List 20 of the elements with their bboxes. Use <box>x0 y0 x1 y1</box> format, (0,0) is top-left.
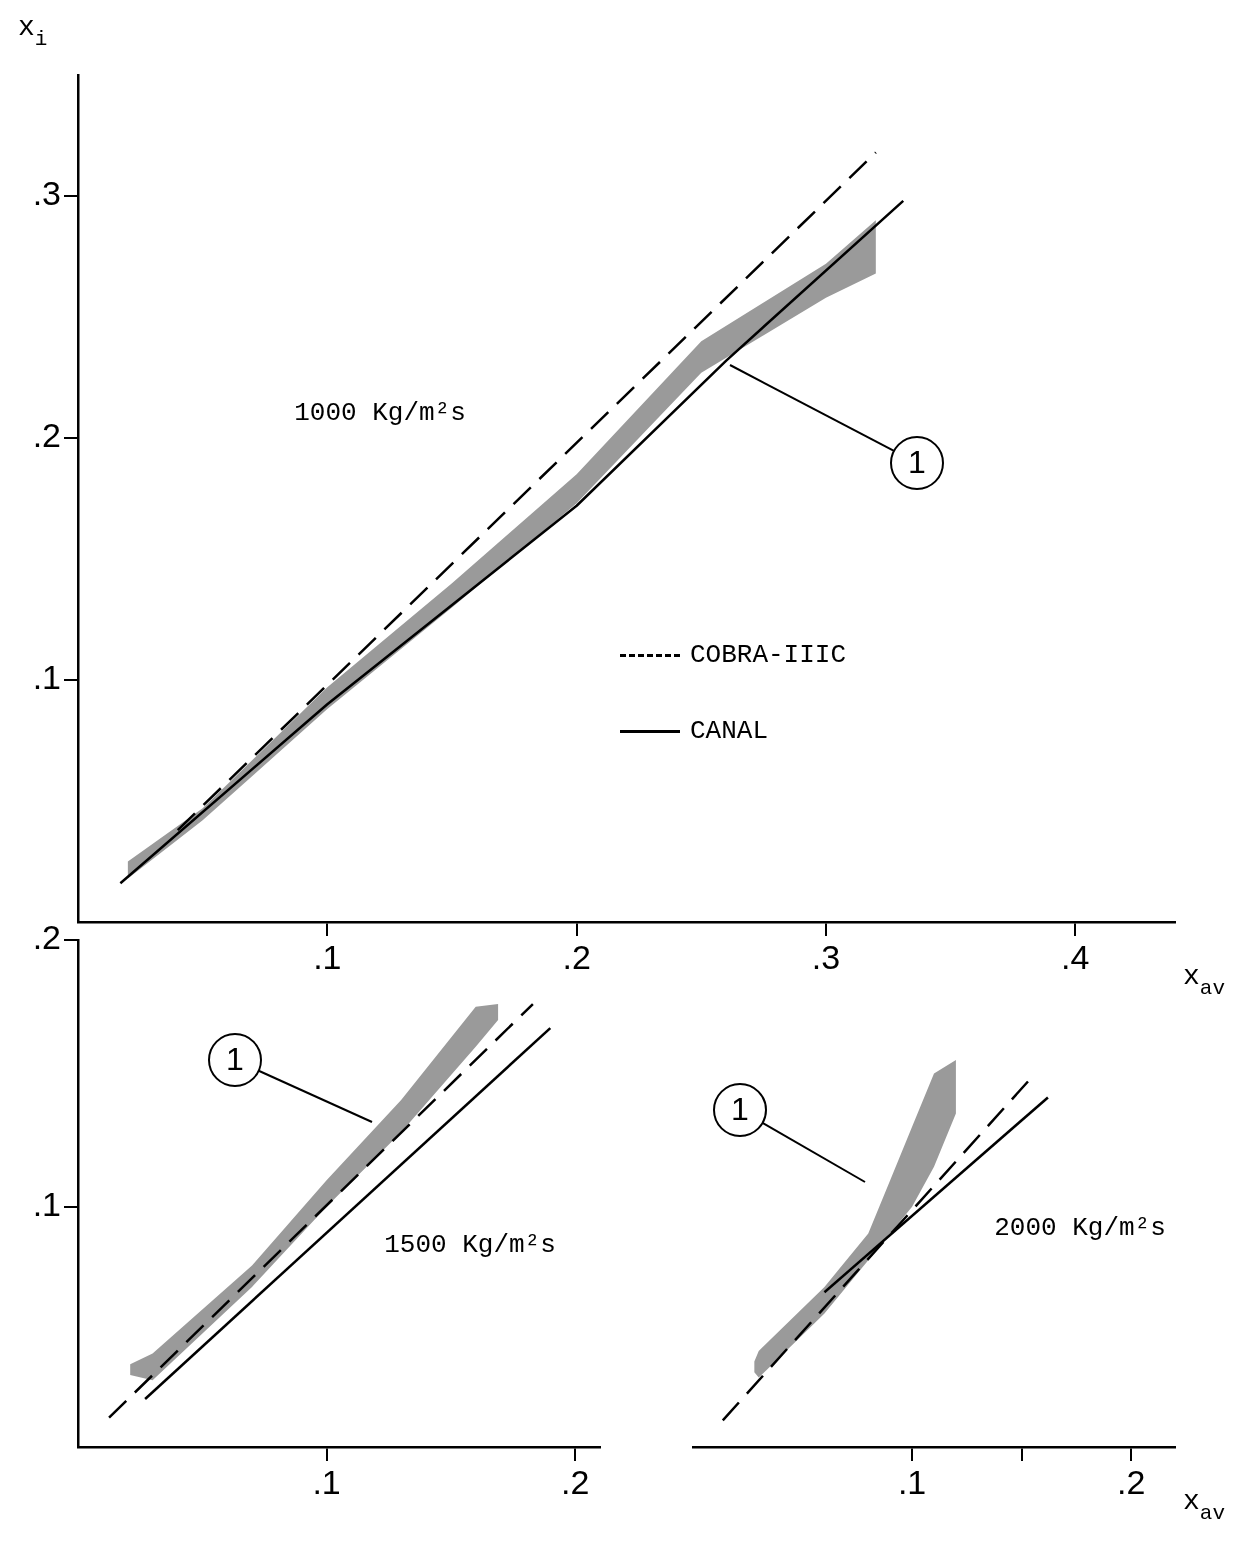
annotation: 2000 Kg/m²s <box>994 1213 1166 1243</box>
annotation: 1 <box>731 1090 749 1127</box>
x-tick-label: .1 <box>897 1462 927 1501</box>
y-tick-label: .1 <box>32 658 61 697</box>
x-tick-label: .2 <box>1117 1462 1146 1501</box>
annotation: 1500 Kg/m²s <box>384 1230 556 1260</box>
x-tick-label: .1 <box>312 1462 341 1501</box>
x-tick-label: .2 <box>562 937 591 976</box>
annotation: 1000 Kg/m²s <box>294 398 466 428</box>
y-tick-label: .3 <box>32 174 61 213</box>
legend-label: CANAL <box>690 716 769 746</box>
y-tick-label: .1 <box>32 1185 61 1224</box>
annotation: 1 <box>226 1040 244 1077</box>
y-tick-label: .2 <box>32 416 61 455</box>
x-tick-label: .1 <box>313 937 342 976</box>
x-tick-label: .2 <box>560 1462 590 1501</box>
x-tick-label: .3 <box>811 937 841 976</box>
x-tick-label: .4 <box>1061 937 1090 976</box>
legend-label: COBRA-IIIC <box>690 640 847 670</box>
annotation: 1 <box>908 443 926 480</box>
